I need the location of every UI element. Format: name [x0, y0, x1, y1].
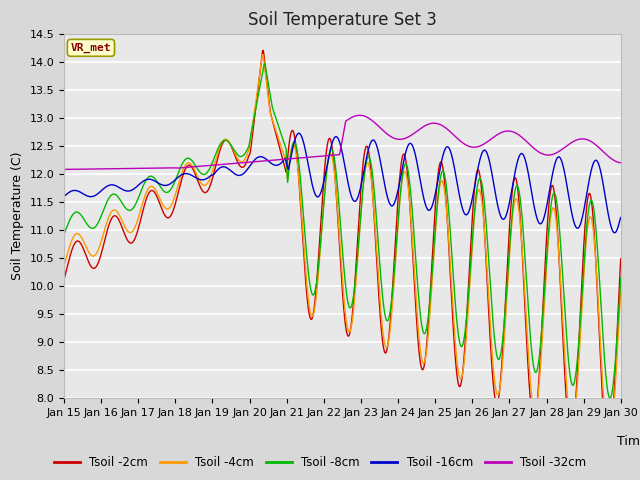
Legend: Tsoil -2cm, Tsoil -4cm, Tsoil -8cm, Tsoil -16cm, Tsoil -32cm: Tsoil -2cm, Tsoil -4cm, Tsoil -8cm, Tsoi… — [49, 452, 591, 474]
X-axis label: Time: Time — [616, 435, 640, 448]
Title: Soil Temperature Set 3: Soil Temperature Set 3 — [248, 11, 437, 29]
Text: VR_met: VR_met — [70, 43, 111, 53]
Y-axis label: Soil Temperature (C): Soil Temperature (C) — [11, 152, 24, 280]
